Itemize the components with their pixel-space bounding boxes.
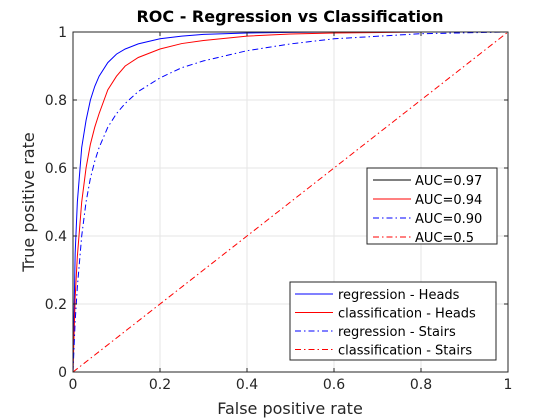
ticks: 0 0.2 0.4 0.6 0.8 1 0 0.2 0.4 0.6 0.8 1 <box>45 25 513 393</box>
y-tick-label: 1 <box>58 25 67 41</box>
y-tick-label: 0.6 <box>45 161 67 177</box>
series-line-3 <box>72 31 509 373</box>
legend-auc-label-2: AUC=0.94 <box>415 193 482 208</box>
x-tick-label: 0.8 <box>410 377 432 393</box>
legend-name-label-3: regression - Stairs <box>338 325 456 340</box>
legend-auc: AUC=0.97 AUC=0.94 AUC=0.90 AUC=0.5 <box>366 167 498 246</box>
legend-auc-label-4: AUC=0.5 <box>415 231 474 246</box>
legend-name-label-2: classification - Heads <box>338 307 476 322</box>
x-tick-label: 0.4 <box>236 377 258 393</box>
y-tick-label: 0.4 <box>45 229 67 245</box>
legend-auc-box <box>366 167 498 245</box>
legend-auc-label-3: AUC=0.90 <box>415 212 482 227</box>
x-tick-label: 0.2 <box>149 377 171 393</box>
y-tick-label: 0 <box>58 365 67 381</box>
legend-auc-label-1: AUC=0.97 <box>415 174 482 189</box>
y-tick-label: 0.2 <box>45 297 67 313</box>
x-tick-label: 1 <box>504 377 513 393</box>
y-axis-label: True positive rate <box>19 132 38 272</box>
legend-names: regression - Heads classification - Heads… <box>289 281 497 361</box>
chart-title: ROC - Regression vs Classification <box>136 7 443 26</box>
legend-names-box <box>289 281 497 361</box>
x-axis-label: False positive rate <box>217 399 363 418</box>
series-line-2 <box>72 31 508 373</box>
x-tick-label: 0 <box>69 377 78 393</box>
x-tick-label: 0.6 <box>323 377 345 393</box>
axes-box <box>72 31 509 373</box>
y-tick-label: 0.8 <box>45 93 67 109</box>
series-line-4 <box>72 31 509 373</box>
legend-name-label-4: classification - Stairs <box>338 344 472 359</box>
legend-name-label-1: regression - Heads <box>338 288 460 303</box>
